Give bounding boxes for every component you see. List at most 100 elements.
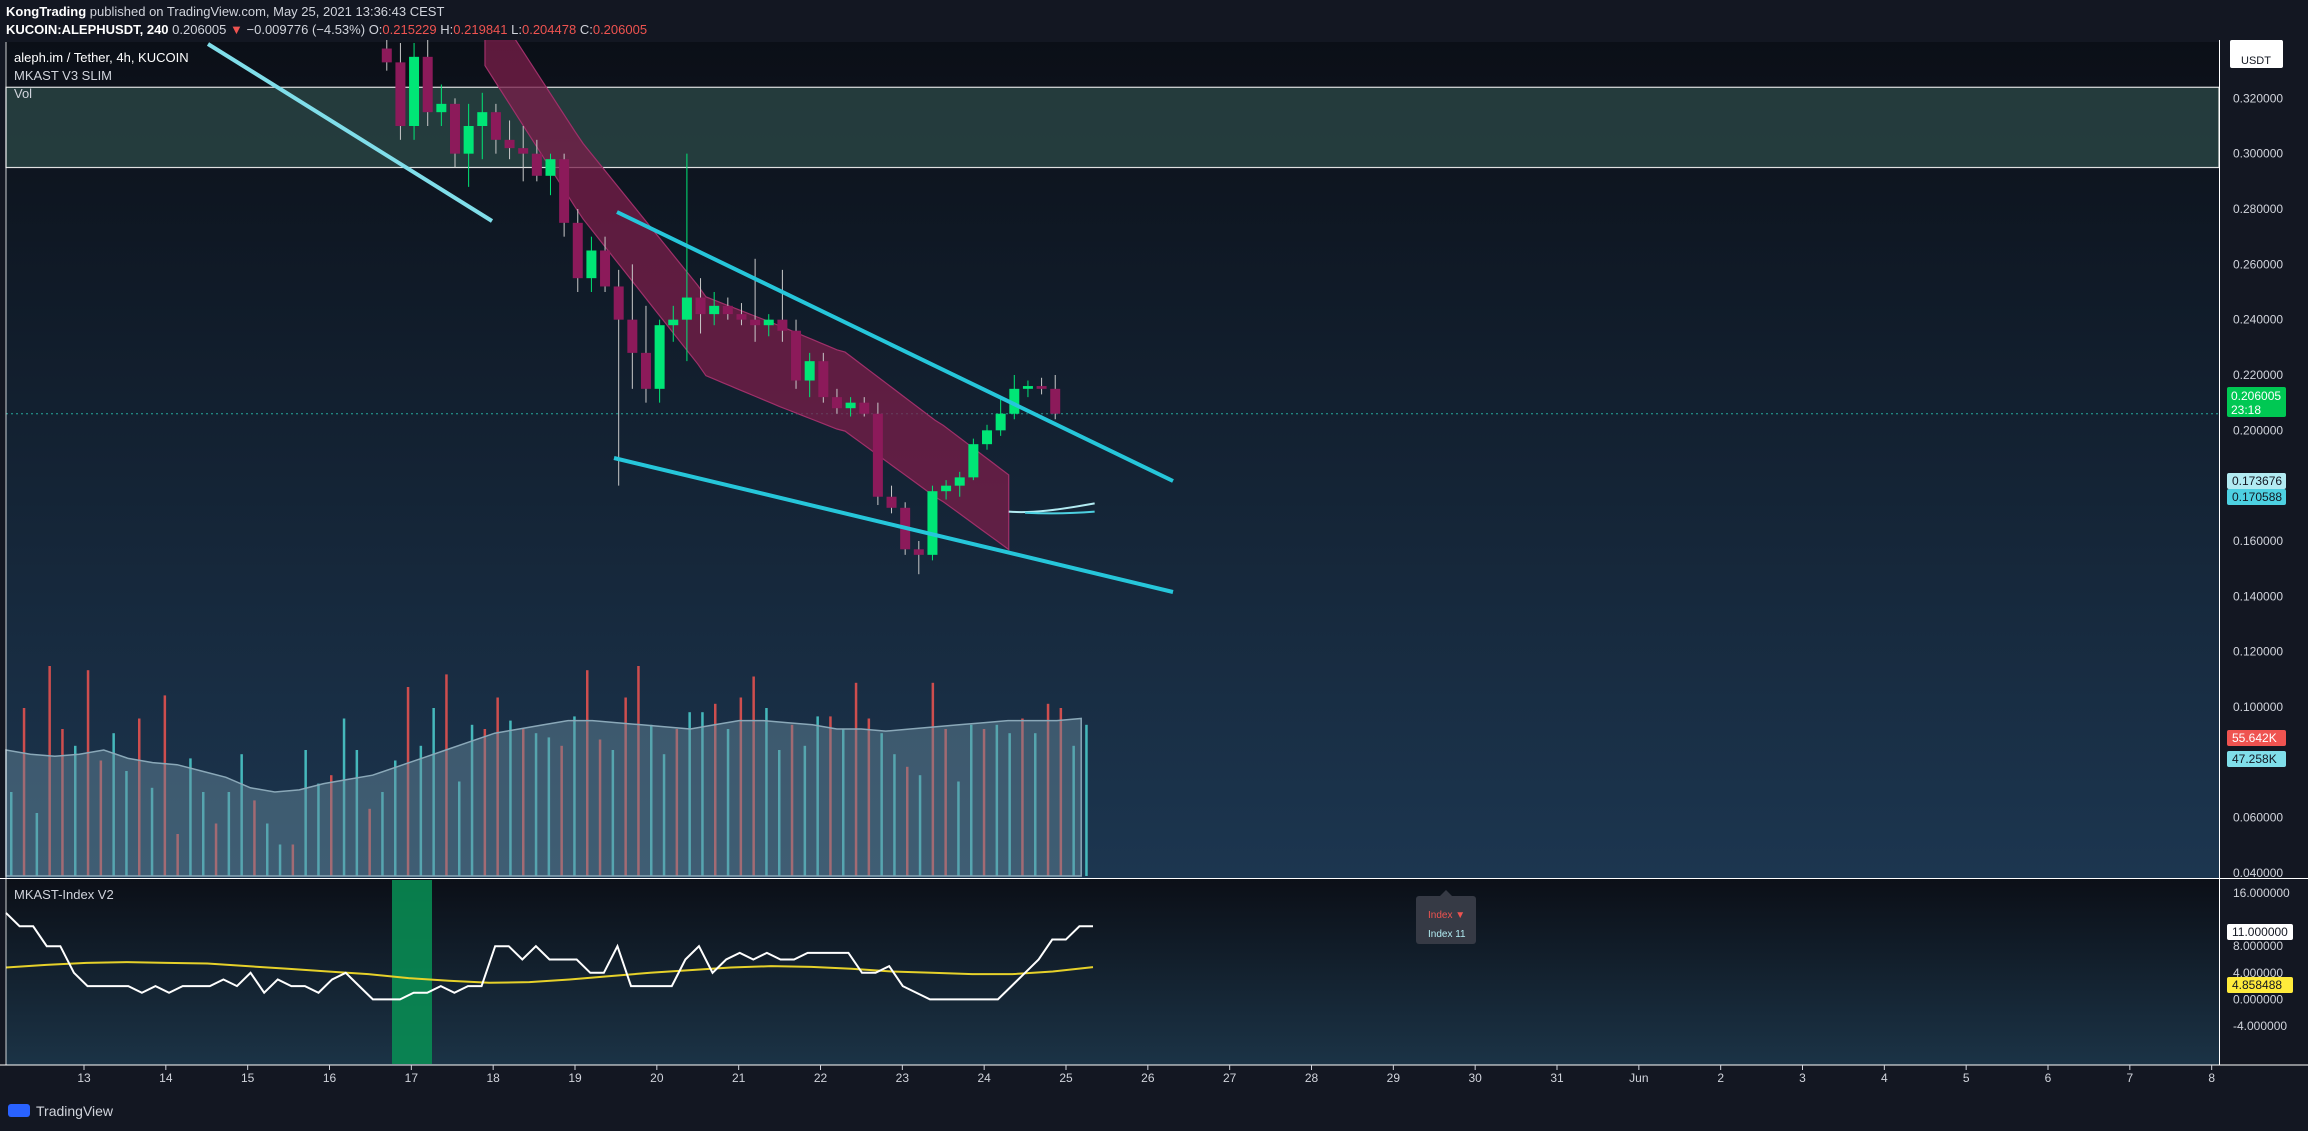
resistance-zone[interactable] (5, 86, 2220, 169)
footer: TradingView (0, 1091, 2308, 1131)
symbol-label: KUCOIN:ALEPHUSDT, 240 (6, 22, 169, 37)
publisher-name[interactable]: KongTrading (6, 4, 87, 19)
candle-body (995, 413, 1006, 431)
chart-svg[interactable]: aleph.im / Tether, 4h, KUCOIN MKAST V3 S… (0, 0, 2308, 1091)
chart-header: KongTrading published on TradingView.com… (0, 0, 2308, 40)
unit-badge (2230, 40, 2283, 68)
time-tick-label: 15 (241, 1071, 255, 1085)
candle-body (463, 126, 474, 154)
volume-bar (803, 745, 807, 876)
volume-bar (266, 823, 269, 876)
candle-body (681, 297, 692, 320)
volume-bar (957, 781, 960, 876)
close-value: 0.206005 (592, 22, 648, 37)
volume-bar (675, 729, 679, 876)
volume-bar (483, 729, 487, 876)
last-price-badge (2227, 387, 2286, 417)
index-ma-line (5, 961, 1094, 984)
volume-bar (547, 737, 551, 876)
volume-bar (842, 729, 845, 876)
volume-bar (419, 745, 423, 876)
legend-indicator-1[interactable]: MKAST V3 SLIM (14, 68, 112, 83)
volume-bar (432, 708, 435, 876)
volume-bar (240, 754, 243, 876)
ma-tail (1008, 502, 1095, 514)
brand-label: TradingView (36, 1103, 114, 1119)
volume-bar (304, 750, 307, 876)
volume-bar (637, 666, 640, 876)
open-label: O: (368, 22, 383, 37)
volume-bar (1085, 724, 1088, 876)
volume-bar (10, 792, 13, 876)
volume-bar (458, 781, 461, 876)
volume-bar (970, 724, 973, 876)
vol-badge-2-value: 47.258K (2232, 752, 2277, 766)
candle-body (968, 444, 979, 478)
candle-body (518, 148, 529, 154)
time-tick-label: 28 (1305, 1071, 1319, 1085)
volume-bar (163, 695, 167, 876)
upper-trendline-2[interactable] (616, 210, 1174, 483)
time-tick-label: 24 (977, 1071, 991, 1085)
index-ma-badge (2227, 977, 2293, 993)
candle-body (668, 319, 679, 326)
volume-bar (995, 724, 999, 876)
tradingview-logo[interactable]: TradingView (8, 1103, 113, 1119)
volume-bar (1034, 733, 1037, 876)
time-tick-label: 20 (650, 1071, 664, 1085)
volume-bar (86, 670, 90, 876)
candle-body (804, 361, 815, 381)
lower-trendline[interactable] (613, 456, 1174, 594)
price-tick-label: 0.140000 (2233, 589, 2283, 603)
volume-bar (99, 760, 103, 876)
low-value: 0.204478 (521, 22, 577, 37)
down-arrow-icon: ▼ (230, 22, 243, 37)
index-tick-label: 4.000000 (2233, 966, 2283, 980)
legend-indicator-2[interactable]: Vol (14, 86, 32, 101)
candle-body (777, 319, 788, 331)
time-tick-label: 21 (732, 1071, 746, 1085)
time-axis[interactable]: 13 14 15 16 17 18 19 20 21 22 23 24 25 26 27 28 29 30 31 Ju… (77, 1065, 2215, 1085)
index-tick-label: 16.000000 (2233, 886, 2290, 900)
candle-body (545, 159, 556, 176)
main-pane[interactable] (6, 42, 2219, 878)
volume-bar (726, 729, 730, 876)
candle-body (1050, 388, 1061, 414)
volume-bar (470, 724, 474, 876)
legend-indicator-3[interactable]: MKAST-Index V2 (14, 887, 114, 902)
candle-body (613, 286, 624, 320)
volume-bar (534, 733, 538, 876)
time-tick-label: 22 (814, 1071, 828, 1085)
chart-area[interactable]: aleph.im / Tether, 4h, KUCOIN MKAST V3 S… (0, 0, 2308, 1091)
time-tick-label: 31 (1550, 1071, 1564, 1085)
change-value: −0.009776 (−4.53%) (246, 22, 366, 37)
ma-tail-2 (1025, 510, 1095, 515)
volume-bar (1008, 733, 1011, 876)
candle-body (1036, 386, 1047, 389)
volume-bar (701, 712, 704, 876)
price-tick-label: 0.320000 (2233, 91, 2283, 105)
candle-body (640, 352, 651, 389)
volume-bar (227, 792, 231, 876)
index-pane[interactable] (6, 879, 2219, 1065)
candle-body (572, 222, 583, 279)
candle-body (559, 159, 570, 223)
upper-trendline-1[interactable] (206, 42, 494, 223)
candle-body (1009, 388, 1020, 414)
volume-bar (509, 720, 512, 876)
index-axis[interactable]: 16.000000 8.000000 4.000000 0.000000 -4.0000… (2233, 886, 2290, 1033)
candle-body (477, 112, 488, 126)
price-axis-bg[interactable] (2220, 40, 2308, 1066)
volume-bar (867, 718, 871, 876)
candle-body (886, 496, 897, 508)
vol-badge-2 (2227, 751, 2286, 767)
candle-body (654, 325, 665, 389)
ohlc-line: KUCOIN:ALEPHUSDT, 240 0.206005 ▼ −0.0097… (6, 22, 647, 37)
candle-body (927, 491, 938, 555)
volume-bar (714, 703, 717, 876)
high-label: H: (440, 22, 454, 37)
volume-bar (125, 771, 128, 876)
volume-bar (445, 674, 448, 876)
volume-bar (906, 766, 909, 876)
volume-bar (765, 708, 768, 876)
